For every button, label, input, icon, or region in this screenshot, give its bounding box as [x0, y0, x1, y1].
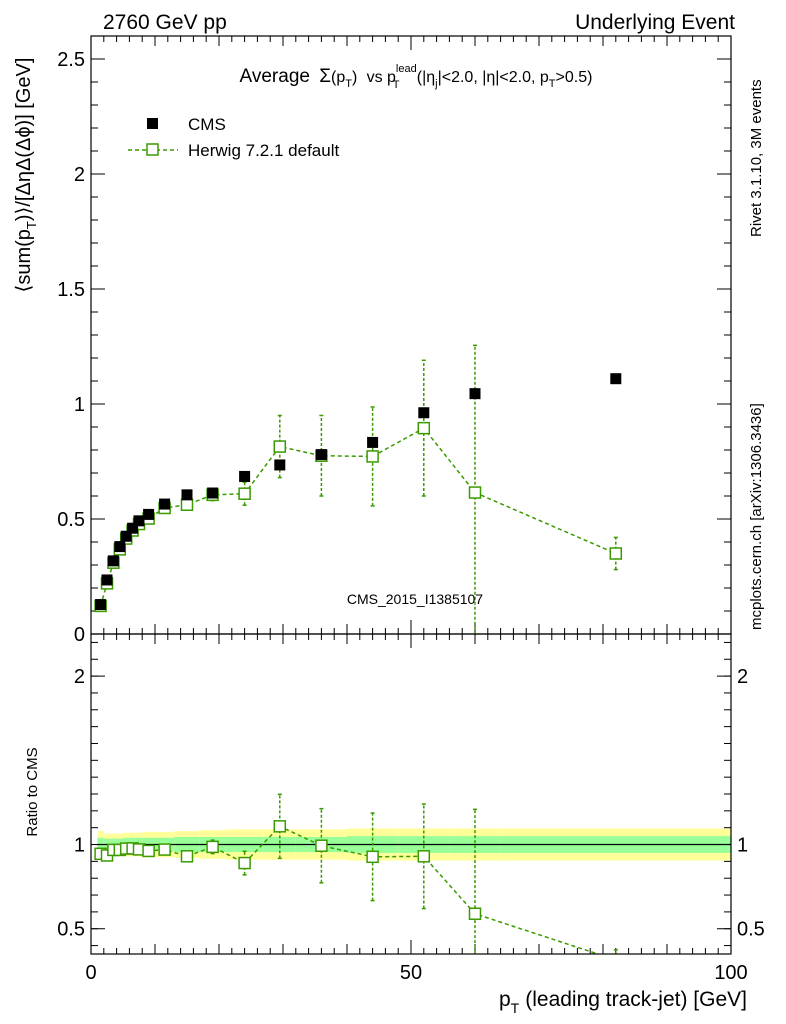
ratio-mc-line	[100, 825, 601, 954]
main-mc-point	[273, 440, 287, 453]
main-cms-point	[315, 449, 327, 461]
main-cms-point	[469, 388, 481, 400]
legend: CMS Herwig 7.2.1 default	[128, 115, 339, 160]
main-cms-point	[181, 489, 193, 501]
main-cms-point	[101, 574, 113, 586]
ratio-ylabel: Ratio to CMS	[24, 747, 41, 836]
main-cms-point	[133, 515, 145, 527]
ratio-mc-point	[273, 820, 287, 833]
main-cms-point	[367, 436, 379, 448]
ratio-mc-point	[180, 850, 194, 863]
main-mc-point	[180, 498, 194, 511]
main-mc-point	[238, 487, 251, 500]
analysis-watermark: CMS_2015_I1385107	[347, 591, 483, 607]
main-cms-point	[274, 459, 286, 471]
main-mc-point	[468, 486, 482, 499]
main-mc-point	[609, 547, 623, 560]
ratio-ytick-label: 2	[74, 666, 85, 688]
ratio-ytick-label: 0.5	[57, 919, 85, 941]
ratio-mc-point	[468, 907, 482, 920]
main-cms-point	[610, 373, 622, 385]
main-mc-point	[366, 450, 379, 463]
ratio-mc-point	[315, 839, 328, 852]
main-cms-point	[114, 541, 126, 553]
legend-cms-label: CMS	[188, 115, 226, 134]
main-cms-point	[159, 498, 171, 510]
legend-mc-marker	[146, 143, 159, 156]
ratio-mc-point	[238, 856, 251, 870]
main-ylabel: ⟨sum(pT)⟩/[ΔηΔ(Δϕ)] [GeV]	[13, 58, 39, 293]
main-cms-point	[207, 487, 219, 499]
main-cms-point	[95, 599, 107, 611]
ratio-xtick-label: 100	[714, 962, 747, 984]
main-ytick-label: 0	[74, 624, 85, 646]
mcplots-label: mcplots.cern.ch [arXiv:1306.3436]	[748, 403, 765, 630]
main-cms-point	[120, 530, 132, 542]
main-cms-point	[143, 508, 155, 520]
main-cms-point	[239, 470, 251, 482]
main-ytick-label: 1.5	[57, 279, 85, 301]
main-cms-point	[127, 522, 139, 534]
main-ytick-label: 2	[74, 164, 85, 186]
ratio-ytick-label-right: 0.5	[737, 919, 765, 941]
header-left: 2760 GeV pp	[103, 11, 227, 34]
main-ytick-label: 0.5	[57, 509, 85, 531]
ratio-ytick-label-right: 2	[737, 666, 748, 688]
main-cms-point	[418, 407, 430, 419]
header-right: Underlying Event	[575, 11, 735, 34]
ratio-frame	[90, 633, 732, 955]
ratio-xtick-label: 0	[85, 962, 96, 984]
legend-cms-marker	[147, 118, 158, 129]
main-mc-point	[417, 421, 431, 435]
main-mc-line	[99, 427, 617, 607]
rivet-label: Rivet 3.1.10, 3M events	[748, 79, 765, 237]
legend-mc-label: Herwig 7.2.1 default	[188, 141, 339, 160]
main-frame	[90, 35, 732, 635]
ratio-mc-point	[417, 850, 431, 863]
ratio-xlabel: pT (leading track-jet) [GeV]	[499, 988, 747, 1016]
ratio-ytick-label-right: 1	[737, 835, 748, 857]
ratio-mc-point	[366, 850, 379, 864]
ratio-mc-point	[142, 844, 155, 858]
main-ytick-label: 1	[74, 394, 85, 416]
main-cms-point	[107, 555, 119, 567]
ratio-ytick-label: 1	[74, 835, 85, 857]
ratio-mc-point	[609, 953, 623, 954]
ratio-mc-point	[206, 840, 219, 854]
main-ytick-label: 2.5	[57, 49, 85, 71]
main-title: Average Σ(pT) vs plead T (|ηj|<2.0, |η|<2…	[240, 63, 593, 93]
ratio-xtick-label: 50	[400, 962, 422, 984]
ratio-mc-point	[158, 843, 171, 856]
